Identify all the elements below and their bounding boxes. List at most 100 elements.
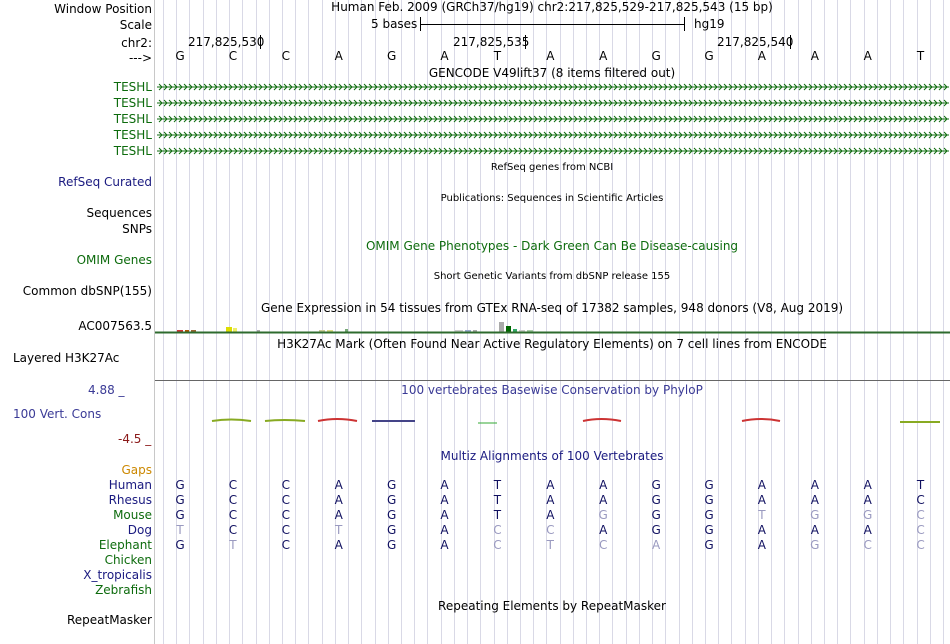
h3k27ac-track-title: H3K27Ac Mark (Often Found Near Active Re… <box>277 337 827 351</box>
gtex-bar <box>233 328 237 332</box>
base-guide-line <box>256 0 257 644</box>
refseq-curated-label[interactable]: RefSeq Curated <box>58 175 152 189</box>
reference-base: A <box>810 49 819 63</box>
scale-bar <box>420 24 684 25</box>
alignment-base: G <box>704 508 714 522</box>
alignment-base: C <box>863 538 872 552</box>
base-guide-line <box>441 0 442 644</box>
scale-text: 5 bases <box>371 17 418 31</box>
alignment-base: G <box>386 478 397 492</box>
alignment-base: G <box>175 478 185 492</box>
base-guide-line <box>322 0 323 644</box>
ac007563-label[interactable]: AC007563.5 <box>78 319 152 333</box>
reference-base: T <box>493 49 502 63</box>
gtex-bar <box>226 327 232 332</box>
teshl-label-3[interactable]: TESHL <box>113 112 152 126</box>
alignment-base: G <box>704 478 714 492</box>
species-label[interactable]: Chicken <box>104 553 152 567</box>
alignment-base: T <box>493 508 502 522</box>
teshl-label-2[interactable]: TESHL <box>113 96 152 110</box>
species-label[interactable]: X_tropicalis <box>83 568 152 582</box>
base-guide-line <box>388 0 389 644</box>
gencode-transcript-row[interactable] <box>157 145 949 157</box>
base-guide-line <box>758 0 759 644</box>
h3k27ac-baseline <box>155 380 950 381</box>
reference-base: C <box>228 49 238 63</box>
gtex-bar <box>499 322 504 332</box>
cons-min-label: -4.5 _ <box>118 432 152 446</box>
gtex-bar <box>257 330 260 332</box>
phylop-mark <box>317 418 358 422</box>
alignment-base: G <box>651 493 661 507</box>
base-guide-line <box>599 0 600 644</box>
gtex-bar <box>185 330 189 332</box>
alignment-base: T <box>176 523 184 537</box>
alignment-base: C <box>228 523 238 537</box>
base-guide-line <box>586 0 587 644</box>
reference-base: G <box>704 49 714 63</box>
alignment-base: C <box>228 478 238 492</box>
alignment-base: G <box>386 493 397 507</box>
coord-3: 217,825,540 <box>717 35 794 49</box>
base-guide-line <box>824 0 825 644</box>
teshl-label-4[interactable]: TESHL <box>113 128 152 142</box>
base-guide-line <box>665 0 666 644</box>
alignment-base: A <box>334 493 343 507</box>
gencode-transcript-row[interactable] <box>157 129 949 141</box>
snps-label[interactable]: SNPs <box>122 222 152 236</box>
base-guide-line <box>375 0 376 644</box>
base-guide-line <box>705 0 706 644</box>
reference-base: A <box>863 49 872 63</box>
alignment-base: A <box>599 493 608 507</box>
alignment-base: G <box>704 523 714 537</box>
gencode-transcript-row[interactable] <box>157 81 949 93</box>
species-label[interactable]: Dog <box>127 523 152 537</box>
repeatmasker-track-title: Repeating Elements by RepeatMasker <box>438 599 666 613</box>
teshl-label-5[interactable]: TESHL <box>113 144 152 158</box>
cons-label[interactable]: 100 Vert. Cons <box>13 407 102 421</box>
common-dbsnp-label[interactable]: Common dbSNP(155) <box>22 284 152 298</box>
refseq-track-title: RefSeq genes from NCBI <box>490 162 614 173</box>
gaps-label[interactable]: Gaps <box>121 463 152 477</box>
base-guide-line <box>282 0 283 644</box>
alignment-base: A <box>599 478 608 492</box>
species-label[interactable]: Rhesus <box>108 493 152 507</box>
reference-base: A <box>599 49 608 63</box>
species-label[interactable]: Elephant <box>98 538 152 552</box>
base-guide-line <box>533 0 534 644</box>
gencode-transcript-row[interactable] <box>157 97 949 109</box>
base-guide-line <box>401 0 402 644</box>
species-label[interactable]: Human <box>108 478 152 492</box>
gencode-track-title: GENCODE V49lift37 (8 items filtered out) <box>428 66 676 80</box>
alignment-base: G <box>175 508 185 522</box>
dbsnp-track-title: Short Genetic Variants from dbSNP releas… <box>433 271 671 282</box>
alignment-base: C <box>598 538 608 552</box>
base-guide-line <box>216 0 217 644</box>
multiz-track-title: Multiz Alignments of 100 Vertebrates <box>440 449 664 463</box>
omim-genes-label[interactable]: OMIM Genes <box>76 253 152 267</box>
teshl-label-1[interactable]: TESHL <box>113 80 152 94</box>
base-guide-line <box>203 0 204 644</box>
alignment-base: A <box>546 508 555 522</box>
alignment-base: G <box>810 538 820 552</box>
gencode-transcript-row[interactable] <box>157 113 949 125</box>
base-guide-line <box>560 0 561 644</box>
base-guide-line <box>189 0 190 644</box>
gtex-bar <box>345 329 348 332</box>
gtex-bar <box>319 330 325 332</box>
repeatmasker-label[interactable]: RepeatMasker <box>66 613 152 627</box>
species-label[interactable]: Mouse <box>113 508 152 522</box>
species-label[interactable]: Zebrafish <box>95 583 152 597</box>
sequences-label[interactable]: Sequences <box>86 206 152 220</box>
layered-h3k27ac-label[interactable]: Layered H3K27Ac <box>13 351 120 365</box>
alignment-base: A <box>334 478 343 492</box>
publications-track-title: Publications: Sequences in Scientific Ar… <box>440 193 664 204</box>
alignment-base: C <box>916 538 925 552</box>
base-guide-line <box>652 0 653 644</box>
base-guide-line <box>679 0 680 644</box>
gtex-bar <box>177 330 183 332</box>
reference-base: C <box>281 49 290 63</box>
alignment-base: C <box>228 508 238 522</box>
alignment-base: G <box>386 508 397 522</box>
